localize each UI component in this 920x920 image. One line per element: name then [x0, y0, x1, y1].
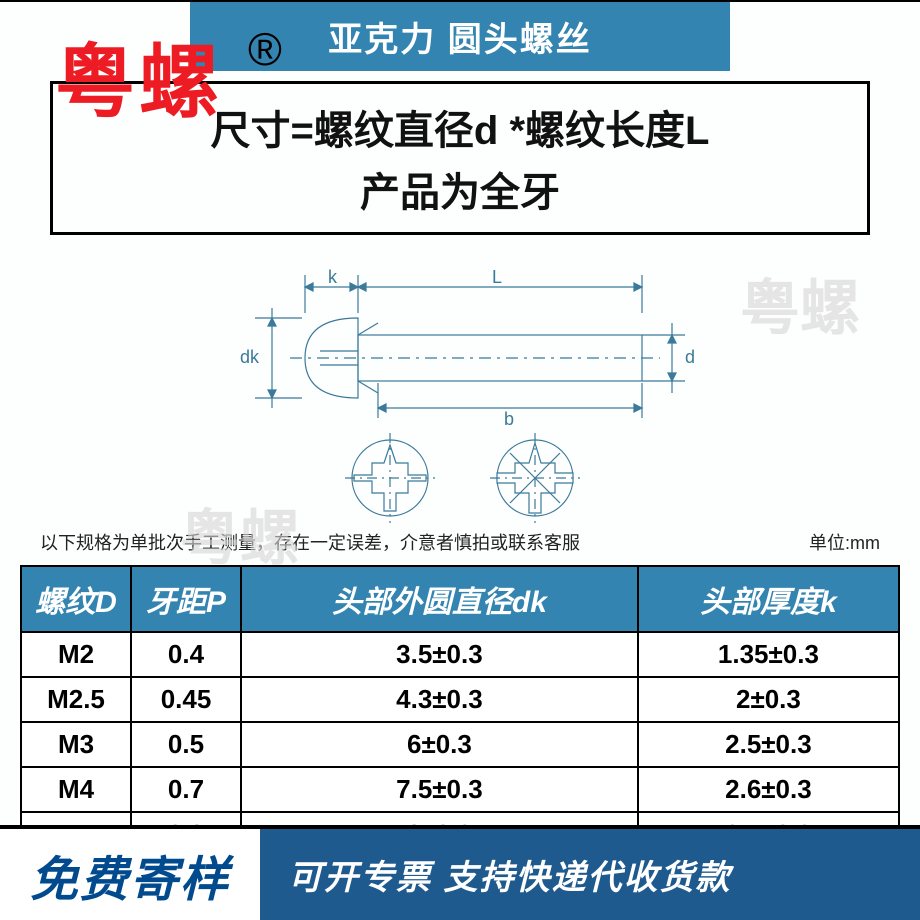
screw-diagram: k L dk d — [180, 263, 740, 523]
table-cell: M2.5 — [21, 677, 131, 722]
formula-line2: 产品为全牙 — [53, 160, 867, 218]
table-cell: M3 — [21, 722, 131, 767]
table-cell: 1.35±0.3 — [638, 632, 899, 677]
registered-mark: ® — [248, 22, 282, 76]
table-cell: 3.5±0.3 — [241, 632, 638, 677]
diagram-label-b: b — [504, 409, 514, 429]
col-header: 头部厚度k — [638, 566, 899, 632]
table-cell: 0.7 — [131, 767, 241, 812]
table-row: M30.56±0.32.5±0.3 — [21, 722, 899, 767]
note-line: 以下规格为单批次手工测量，存在一定误差，介意者慎拍或联系客服 单位:mm — [0, 523, 920, 555]
table-cell: 2.6±0.3 — [638, 767, 899, 812]
table-header-row: 螺纹D 牙距P 头部外圆直径dk 头部厚度k — [21, 566, 899, 632]
note-left: 以下规格为单批次手工测量，存在一定误差，介意者慎拍或联系客服 — [40, 529, 580, 555]
table-row: M2.50.454.3±0.32±0.3 — [21, 677, 899, 722]
table-row: M20.43.5±0.31.35±0.3 — [21, 632, 899, 677]
diagram-label-d: d — [685, 347, 695, 367]
table-cell: 7.5±0.3 — [241, 767, 638, 812]
table-cell: 6±0.3 — [241, 722, 638, 767]
diagram-label-k: k — [328, 267, 338, 287]
note-right: 单位:mm — [809, 529, 880, 555]
table-cell: M2 — [21, 632, 131, 677]
col-header: 牙距P — [131, 566, 241, 632]
watermark: 粤螺 — [740, 260, 860, 347]
footer-left: 免费寄样 — [0, 829, 260, 920]
table-cell: 0.45 — [131, 677, 241, 722]
table-cell: 0.4 — [131, 632, 241, 677]
table-cell: M4 — [21, 767, 131, 812]
footer-right: 可开专票 支持快递代收货款 — [260, 829, 920, 920]
brand-overlay: 粤螺 — [55, 18, 223, 134]
col-header: 螺纹D — [21, 566, 131, 632]
table-cell: 2±0.3 — [638, 677, 899, 722]
table-cell: 2.5±0.3 — [638, 722, 899, 767]
table-cell: 0.5 — [131, 722, 241, 767]
footer-bar: 免费寄样 可开专票 支持快递代收货款 — [0, 825, 920, 920]
table-cell: 4.3±0.3 — [241, 677, 638, 722]
diagram-label-dk: dk — [240, 347, 260, 367]
diagram-label-L: L — [492, 267, 502, 287]
table-row: M40.77.5±0.32.6±0.3 — [21, 767, 899, 812]
col-header: 头部外圆直径dk — [241, 566, 638, 632]
